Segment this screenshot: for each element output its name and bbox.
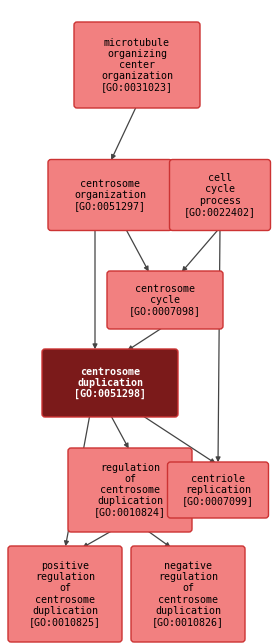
Text: microtubule
organizing
center
organization
[GO:0031023]: microtubule organizing center organizati…	[101, 37, 173, 92]
Text: centriole
replication
[GO:0007099]: centriole replication [GO:0007099]	[182, 474, 254, 506]
Text: centrosome
organization
[GO:0051297]: centrosome organization [GO:0051297]	[74, 179, 146, 211]
Text: centrosome
cycle
[GO:0007098]: centrosome cycle [GO:0007098]	[129, 284, 201, 316]
Text: cell
cycle
process
[GO:0022402]: cell cycle process [GO:0022402]	[184, 173, 256, 217]
Text: negative
regulation
of
centrosome
duplication
[GO:0010826]: negative regulation of centrosome duplic…	[152, 561, 224, 627]
Text: centrosome
duplication
[GO:0051298]: centrosome duplication [GO:0051298]	[74, 366, 146, 399]
FancyBboxPatch shape	[68, 448, 192, 532]
FancyBboxPatch shape	[131, 546, 245, 642]
FancyBboxPatch shape	[8, 546, 122, 642]
FancyBboxPatch shape	[167, 462, 269, 518]
Text: regulation
of
centrosome
duplication
[GO:0010824]: regulation of centrosome duplication [GO…	[94, 462, 166, 517]
Text: positive
regulation
of
centrosome
duplication
[GO:0010825]: positive regulation of centrosome duplic…	[29, 561, 101, 627]
FancyBboxPatch shape	[42, 349, 178, 417]
FancyBboxPatch shape	[48, 160, 172, 231]
FancyBboxPatch shape	[74, 22, 200, 108]
FancyBboxPatch shape	[107, 271, 223, 329]
FancyBboxPatch shape	[170, 160, 270, 231]
